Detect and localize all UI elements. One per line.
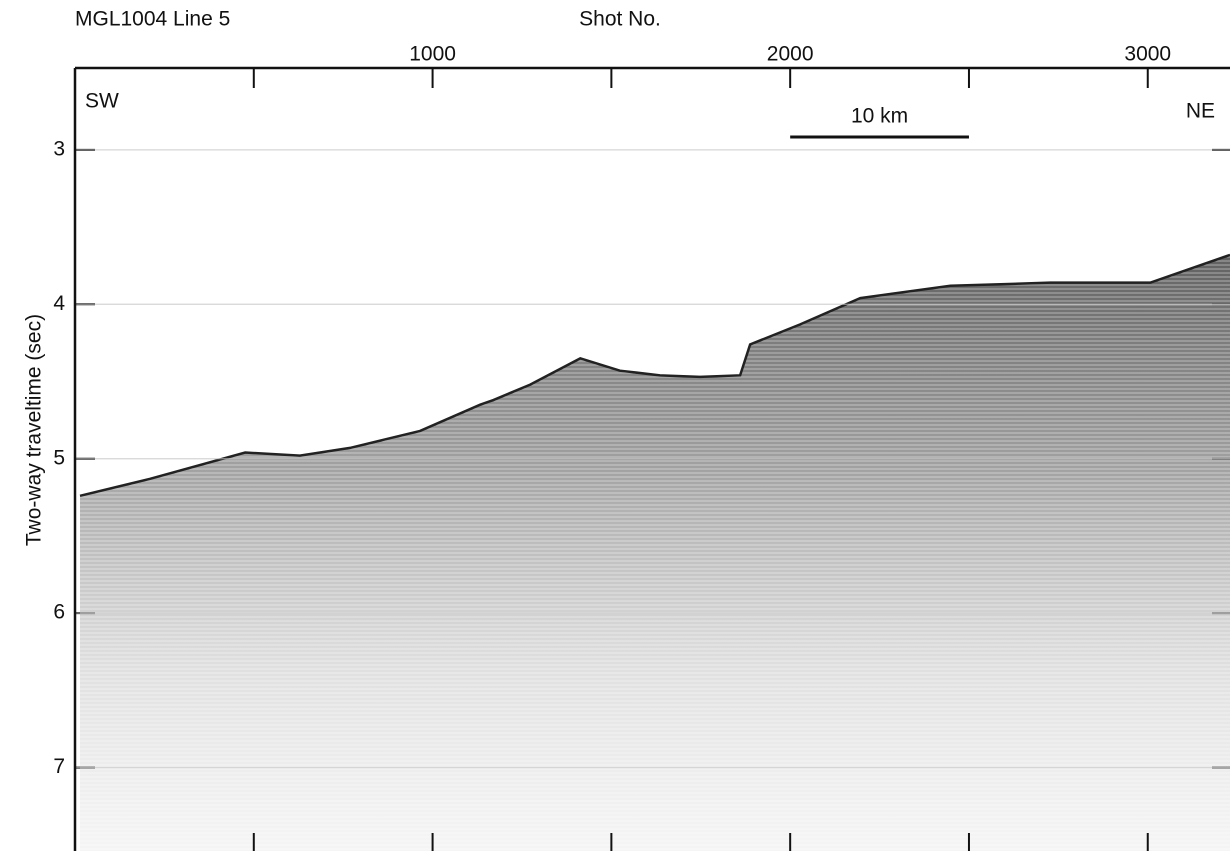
x-tick-label: 1000 bbox=[409, 43, 456, 66]
scale-bar-label: 10 km bbox=[851, 105, 908, 128]
annotation: SW bbox=[85, 90, 119, 113]
y-tick-label: 7 bbox=[53, 755, 65, 778]
x-axis-label: Shot No. bbox=[579, 8, 661, 31]
annotation: NE bbox=[1186, 100, 1215, 123]
chart-title: MGL1004 Line 5 bbox=[75, 8, 230, 31]
y-tick-label: 6 bbox=[53, 601, 65, 624]
y-tick-label: 4 bbox=[53, 292, 65, 315]
sediment-texture bbox=[80, 255, 1230, 851]
chart: MGL1004 Line 5 Shot No. Two-way travelti… bbox=[0, 0, 1230, 851]
y-tick-label: 3 bbox=[53, 137, 65, 160]
x-tick-label: 3000 bbox=[1124, 43, 1171, 66]
x-tick-label: 2000 bbox=[767, 43, 814, 66]
y-axis-label: Two-way traveltime (sec) bbox=[23, 314, 46, 546]
y-tick-label: 5 bbox=[53, 446, 65, 469]
